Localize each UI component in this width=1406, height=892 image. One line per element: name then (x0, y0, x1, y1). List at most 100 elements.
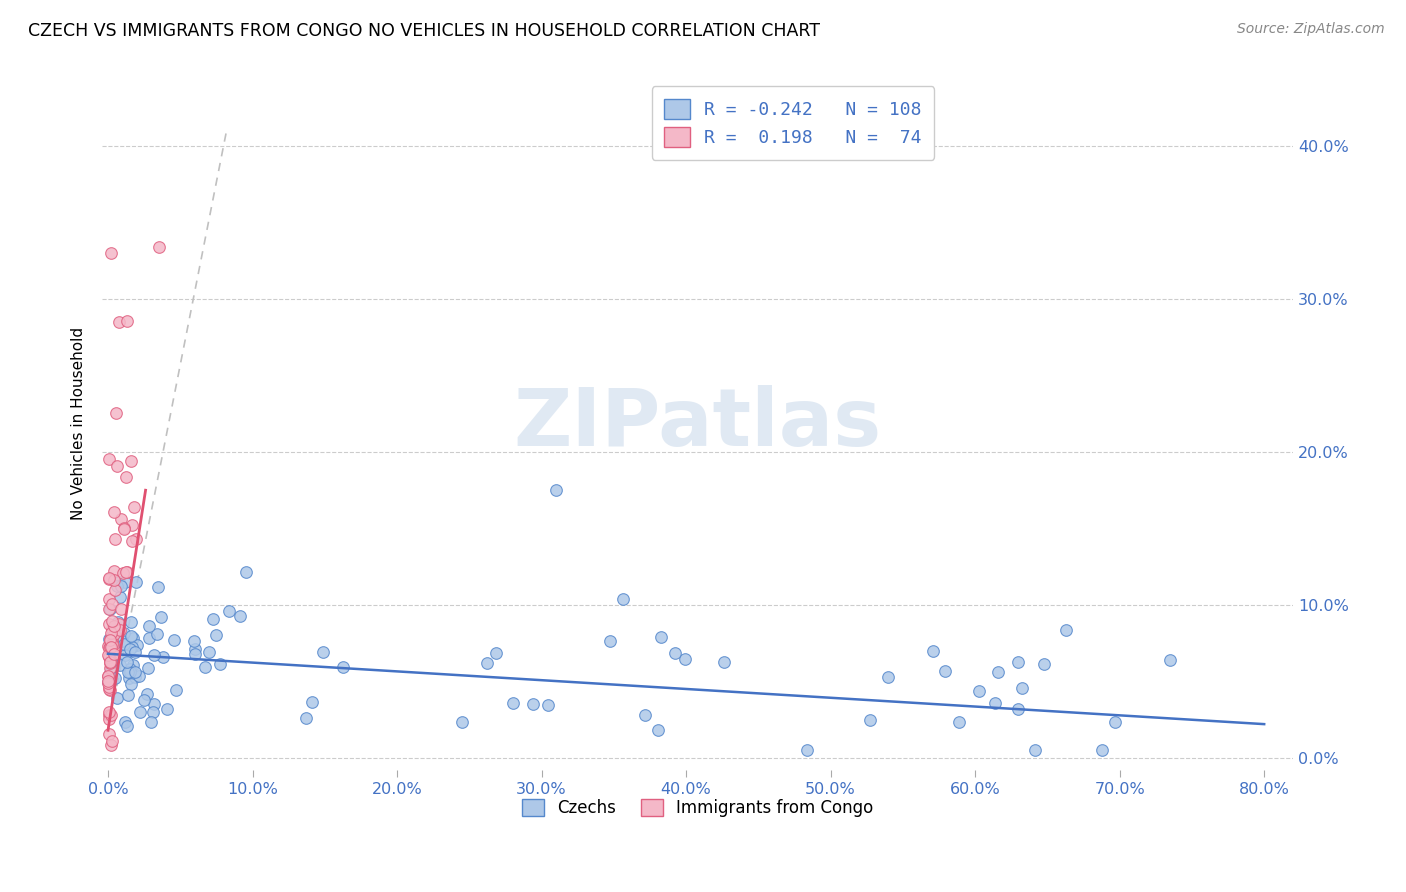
Point (117, 688, 139, 702)
Point (125, 638, 148, 652)
Point (100, 652, 122, 666)
Point (98, 602, 121, 616)
Point (98, 661, 121, 675)
Point (138, 619, 160, 633)
Point (110, 512, 132, 526)
Point (107, 691, 129, 706)
Point (103, 648, 125, 662)
Point (103, 638, 125, 652)
Point (713, 655, 735, 669)
Point (122, 631, 145, 645)
Point (198, 645, 221, 659)
Point (117, 314, 139, 328)
Point (664, 646, 686, 660)
Point (103, 505, 125, 519)
Point (100, 640, 122, 654)
Point (987, 665, 1010, 680)
Point (100, 738, 122, 752)
Point (1024, 743, 1046, 757)
Point (98, 591, 121, 606)
Point (125, 533, 148, 547)
Point (98, 657, 121, 671)
Point (184, 642, 207, 657)
Point (97, 572, 120, 586)
Point (112, 636, 135, 650)
Point (103, 532, 125, 546)
Point (97, 648, 120, 663)
Point (97, 571, 120, 585)
Point (148, 240, 170, 254)
Point (118, 665, 141, 679)
Text: Source: ZipAtlas.com: Source: ZipAtlas.com (1237, 22, 1385, 37)
Point (101, 597, 124, 611)
Point (110, 590, 132, 604)
Point (117, 655, 139, 669)
Point (101, 622, 124, 636)
Point (112, 521, 135, 535)
Point (110, 624, 132, 638)
Point (235, 565, 257, 579)
Point (934, 664, 956, 678)
Point (100, 655, 122, 669)
Point (544, 483, 567, 498)
Point (146, 580, 169, 594)
Point (103, 626, 125, 640)
Point (120, 629, 142, 643)
Point (129, 705, 152, 719)
Point (796, 743, 818, 757)
Point (112, 522, 135, 536)
Point (97, 669, 120, 683)
Point (121, 518, 143, 533)
Point (98, 655, 121, 669)
Point (110, 602, 132, 616)
Point (218, 604, 240, 618)
Point (108, 658, 131, 673)
Point (108, 617, 131, 632)
Point (183, 634, 205, 648)
Point (128, 669, 150, 683)
Point (124, 645, 146, 659)
Point (114, 714, 136, 729)
Point (201, 612, 224, 626)
Point (135, 687, 157, 701)
Point (97, 673, 120, 688)
Point (97, 617, 120, 632)
Point (103, 619, 125, 633)
Point (599, 633, 621, 648)
Point (103, 573, 125, 587)
Point (101, 630, 124, 644)
Point (98, 706, 121, 720)
Point (98, 602, 121, 616)
Point (475, 657, 498, 671)
Y-axis label: No Vehicles in Household: No Vehicles in Household (72, 327, 86, 520)
Point (118, 662, 141, 676)
Point (1033, 657, 1056, 672)
Point (332, 659, 354, 673)
Point (859, 713, 882, 727)
Point (101, 646, 124, 660)
Point (647, 723, 669, 738)
Point (97, 639, 120, 653)
Point (118, 671, 141, 685)
Point (107, 459, 129, 474)
Point (1091, 743, 1114, 757)
Point (122, 500, 145, 515)
Point (1007, 702, 1029, 716)
Point (983, 696, 1005, 710)
Point (136, 661, 159, 675)
Point (522, 698, 544, 712)
Point (142, 705, 165, 719)
Point (97, 650, 120, 665)
Point (101, 615, 124, 629)
Point (114, 470, 136, 484)
Legend: Czechs, Immigrants from Congo: Czechs, Immigrants from Congo (516, 792, 880, 824)
Point (163, 633, 186, 648)
Point (110, 579, 132, 593)
Point (502, 697, 524, 711)
Point (97, 668, 120, 682)
Point (120, 453, 142, 467)
Point (114, 626, 136, 640)
Point (876, 670, 898, 684)
Text: ZIPatlas: ZIPatlas (513, 384, 882, 463)
Point (97, 681, 120, 696)
